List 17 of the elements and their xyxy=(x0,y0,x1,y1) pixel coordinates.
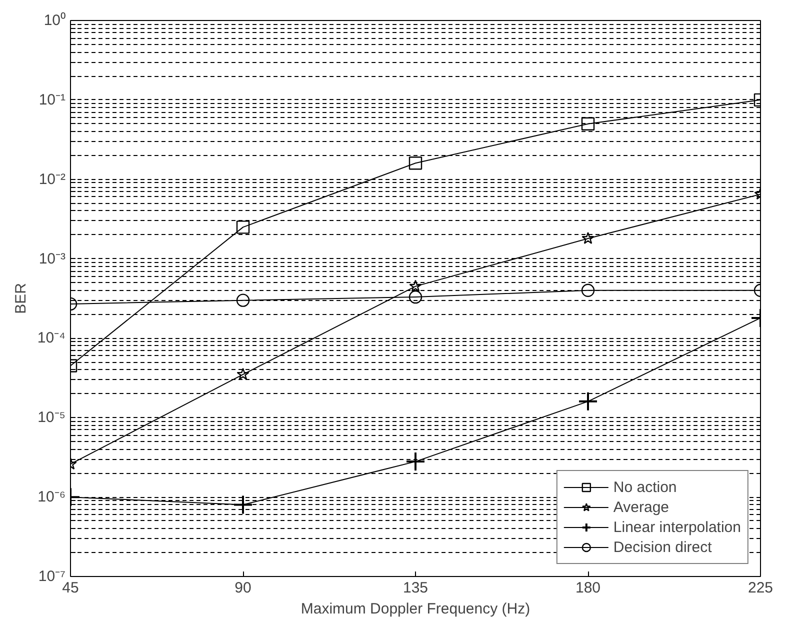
legend-label: No action xyxy=(613,478,677,496)
y-tick-label: 10⁻¹ xyxy=(38,91,66,108)
x-axis-title: Maximum Doppler Frequency (Hz) xyxy=(300,600,530,618)
x-tick-label: 225 xyxy=(748,580,774,596)
y-tick-label: 10⁻³ xyxy=(38,250,66,268)
x-tick-label: 180 xyxy=(575,580,601,596)
legend-label: Decision direct xyxy=(613,538,712,556)
y-axis-title: BER xyxy=(12,282,30,314)
y-tick-label: 10⁰ xyxy=(44,12,66,29)
legend-label: Average xyxy=(613,498,670,516)
x-tick-label: 90 xyxy=(234,580,252,596)
y-tick-label: 10⁻⁵ xyxy=(38,409,66,426)
legend-label: Linear interpolation xyxy=(613,518,741,536)
y-tick-label: 10⁻⁴ xyxy=(37,330,66,347)
y-tick-label: 10⁻² xyxy=(38,170,66,188)
y-tick-label: 10⁻⁶ xyxy=(38,488,66,506)
x-tick-label: 135 xyxy=(402,580,428,596)
